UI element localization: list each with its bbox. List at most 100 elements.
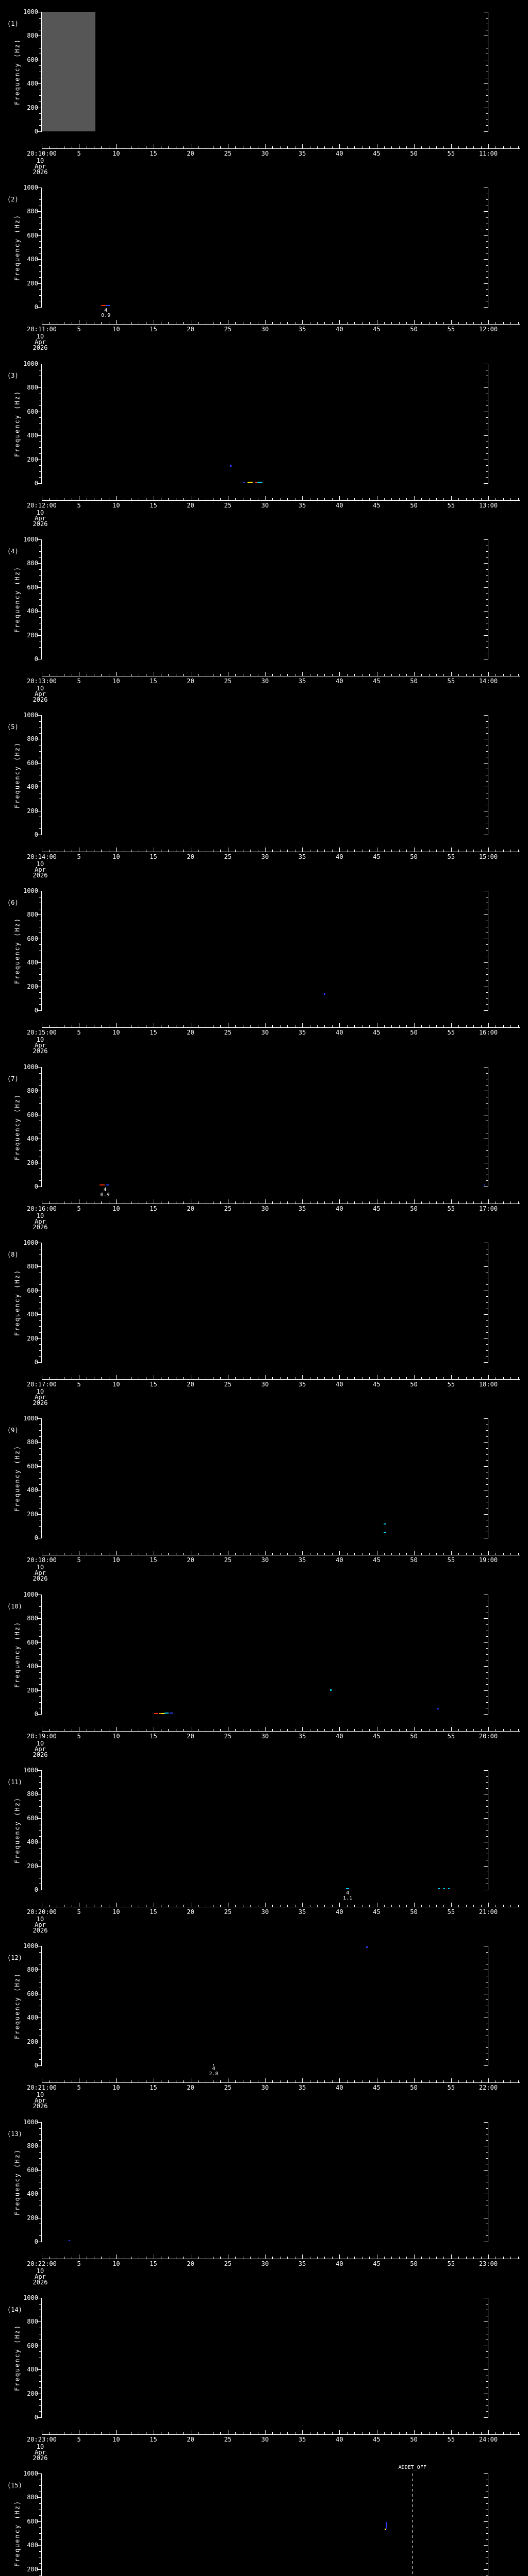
x-tick-label: 20: [187, 677, 194, 685]
x-minor-tick: [473, 322, 474, 324]
x-minor-tick: [198, 2257, 199, 2259]
y-major-tick-right: [484, 435, 488, 436]
y-major-tick-right: [484, 1770, 488, 1771]
panel-index-label: (2): [7, 196, 19, 203]
y-axis-left-spine: [41, 2122, 42, 2242]
y-minor-tick-right: [486, 65, 488, 66]
x-tick-label: 10: [112, 326, 120, 333]
x-tick-label: 45: [373, 326, 381, 333]
event-marker: [385, 2529, 386, 2530]
x-minor-tick: [518, 1905, 519, 1907]
y-minor-tick-right: [486, 605, 488, 606]
x-major-tick: [488, 1551, 489, 1555]
x-minor-tick: [421, 1025, 422, 1027]
y-major-tick-right: [484, 539, 488, 540]
panel-index-label: (8): [7, 1251, 19, 1258]
y-tick-label: 600: [27, 1286, 38, 1294]
y-major-tick-left: [37, 131, 41, 132]
y-minor-tick-left: [39, 974, 41, 975]
x-minor-tick: [473, 146, 474, 148]
y-tick-label: 600: [27, 759, 38, 767]
event-marker: [154, 1713, 158, 1714]
x-minor-tick: [324, 1729, 325, 1731]
x-minor-tick: [354, 674, 355, 676]
x-minor-tick: [369, 1553, 370, 1555]
x-minor-tick: [49, 2257, 50, 2259]
y-minor-tick-left: [39, 2399, 41, 2400]
x-tick-label: 45: [373, 2084, 381, 2091]
y-minor-tick-left: [39, 2029, 41, 2030]
x-minor-tick: [384, 2080, 385, 2082]
x-minor-tick: [466, 1729, 467, 1731]
y-axis-left-spine: [41, 539, 42, 659]
x-minor-tick: [272, 1201, 273, 1204]
panel-index-label: (11): [7, 1778, 22, 1786]
y-tick-label: 200: [27, 1159, 38, 1166]
x-tick-label: 35: [298, 853, 306, 860]
x-minor-tick: [399, 1905, 400, 1907]
x-minor-tick: [272, 2432, 273, 2434]
x-tick-label: 30: [261, 2260, 269, 2267]
y-tick-label: 0: [34, 2414, 38, 2421]
y-major-tick-right: [484, 715, 488, 716]
x-minor-tick: [332, 1905, 333, 1907]
y-minor-tick-left: [39, 289, 41, 290]
date-line: Apr: [35, 690, 46, 698]
event-marker: [159, 1713, 161, 1714]
x-minor-tick: [220, 498, 221, 500]
date-line: 2026: [32, 696, 48, 703]
x-major-tick: [116, 1199, 117, 1204]
y-minor-tick-right: [486, 1606, 488, 1607]
y-minor-tick-left: [39, 125, 41, 126]
date-line: Apr: [35, 1921, 46, 1928]
x-minor-tick: [384, 2432, 385, 2434]
panel-index-label: (3): [7, 372, 19, 379]
y-minor-tick-right: [486, 992, 488, 993]
y-minor-tick-right: [486, 998, 488, 999]
x-major-tick: [414, 1199, 415, 1204]
y-tick-label: 200: [27, 455, 38, 463]
event-marker: [69, 2240, 70, 2241]
frequency-axis-label: Frequency (Hz): [13, 1972, 21, 2039]
y-tick-label: 1000: [23, 1591, 38, 1598]
detector-annotation-label: ADDET_OFF: [398, 2465, 426, 2470]
x-minor-tick: [49, 1553, 50, 1555]
y-minor-tick-left: [39, 2405, 41, 2406]
date-line: 10: [36, 1388, 44, 1395]
y-minor-tick-left: [39, 471, 41, 472]
x-minor-tick: [421, 2432, 422, 2434]
x-minor-tick: [436, 1553, 437, 1555]
x-major-tick: [302, 1375, 303, 1379]
x-minor-tick: [324, 1025, 325, 1027]
x-minor-tick: [347, 498, 348, 500]
y-minor-tick-left: [39, 2059, 41, 2060]
x-axis-line: [42, 2082, 521, 2083]
x-major-tick: [339, 1727, 340, 1731]
x-tick-label: 5: [77, 1908, 81, 1916]
y-minor-tick-left: [39, 2158, 41, 2159]
x-tick-label: 55: [447, 1029, 455, 1036]
x-major-tick: [265, 2430, 266, 2434]
x-major-tick: [414, 2078, 415, 2082]
y-major-tick-right: [484, 483, 488, 484]
x-tick-label: 30: [261, 1908, 269, 1916]
y-minor-tick-right: [486, 629, 488, 630]
x-major-tick: [339, 1023, 340, 1027]
x-tick-label: 5: [77, 150, 81, 157]
x-minor-tick: [510, 1377, 511, 1379]
x-tick-label: 30: [261, 150, 269, 157]
x-minor-tick: [49, 850, 50, 852]
x-minor-tick: [354, 498, 355, 500]
y-minor-tick-right: [486, 599, 488, 600]
x-tick-label: 5: [77, 853, 81, 860]
y-tick-label: 200: [27, 1686, 38, 1694]
x-major-tick: [451, 320, 452, 324]
x-major-tick: [302, 1903, 303, 1907]
x-minor-tick: [473, 1201, 474, 1204]
start-time-label: 20:10:00: [27, 150, 57, 157]
x-minor-tick: [518, 1553, 519, 1555]
y-tick-label: 400: [27, 1663, 38, 1670]
x-minor-tick: [384, 322, 385, 324]
x-minor-tick: [198, 146, 199, 148]
x-tick-label: 5: [77, 2436, 81, 2443]
